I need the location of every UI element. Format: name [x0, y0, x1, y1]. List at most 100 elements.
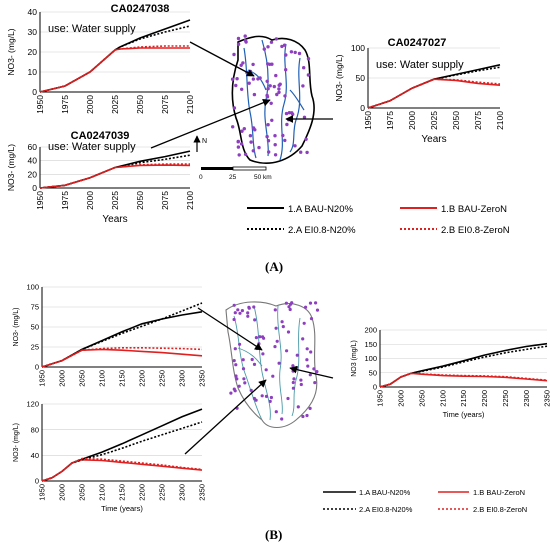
well-dot	[283, 138, 287, 143]
well-dot	[302, 66, 306, 70]
x-tick-label: 1950	[38, 484, 47, 501]
x-tick-label: 2100	[98, 370, 107, 387]
series-line-2-a-ei0-8-n20-	[379, 345, 548, 388]
series-line-2-b-ei0-8-zeron	[41, 347, 203, 368]
well-dot	[309, 317, 314, 321]
x-tick-label: 2250	[158, 370, 167, 387]
x-axis-label: Years	[421, 134, 446, 145]
well-dot	[289, 302, 293, 306]
well-dot	[273, 308, 277, 312]
well-dot	[275, 339, 279, 343]
well-dot	[277, 87, 281, 91]
well-dot	[266, 45, 270, 49]
series-line-1-b-bau-zeron	[39, 47, 190, 93]
well-dot	[232, 317, 236, 322]
y-axis-label: NO3- (mg/L)	[334, 54, 344, 101]
river-line	[279, 43, 287, 161]
series-line-1-b-bau-zeron	[41, 458, 203, 482]
well-dot	[232, 52, 236, 57]
well-dot	[237, 384, 241, 388]
x-tick-label: 2100	[185, 191, 195, 210]
y-tick-label: 10	[28, 67, 38, 77]
well-dot	[234, 374, 238, 378]
river-network	[233, 305, 301, 421]
river-line	[277, 305, 283, 415]
x-tick-label: 2150	[118, 370, 127, 387]
well-dot	[243, 152, 248, 156]
well-dot	[265, 134, 269, 139]
well-dot	[232, 359, 236, 363]
well-dot	[233, 347, 237, 351]
x-tick-label: 2050	[417, 390, 426, 407]
well-dot	[299, 150, 303, 154]
well-locations	[229, 301, 320, 421]
x-tick-label: 2100	[495, 111, 505, 130]
well-locations	[230, 34, 311, 157]
river-line	[243, 47, 257, 159]
well-dot	[251, 149, 255, 153]
well-dot	[239, 63, 243, 67]
well-dot	[269, 40, 274, 44]
x-tick-label: 1975	[60, 191, 70, 210]
x-tick-label: 2050	[135, 95, 145, 114]
well-dot	[240, 129, 244, 133]
arrow-b-top	[197, 307, 263, 351]
arrow-to-CA0247039	[150, 99, 271, 149]
well-dot	[247, 81, 251, 85]
well-dot	[252, 92, 257, 97]
well-dot	[257, 342, 261, 346]
well-dot	[240, 309, 244, 313]
north-label: N	[202, 138, 207, 145]
well-dot	[273, 134, 277, 138]
well-dot	[252, 362, 257, 366]
well-dot	[254, 398, 258, 402]
well-dot	[308, 373, 312, 377]
well-dot	[236, 140, 240, 144]
well-dot	[314, 301, 318, 305]
river-line	[291, 317, 301, 417]
well-dot	[231, 125, 235, 129]
x-tick-label: 2250	[501, 390, 510, 407]
legend-b: 1.A BAU-N20% 1.B BAU-ZeroN 2.A EI0.8-N20…	[323, 488, 527, 514]
well-dot	[235, 377, 239, 381]
well-dot	[308, 406, 312, 410]
x-tick-label: 2300	[522, 390, 531, 407]
y-tick-label: 200	[364, 326, 377, 335]
x-tick-label: 2000	[58, 484, 67, 501]
x-tick-label: 2000	[58, 370, 67, 387]
study-area-map-b	[225, 301, 320, 429]
y-tick-label: 40	[28, 156, 38, 166]
well-dot	[272, 84, 276, 89]
well-dot	[256, 77, 260, 81]
study-area-map-a: N 0 25 50 km	[193, 34, 315, 181]
legend-label-ei-n20: 2.A EI0.8-N20%	[288, 225, 356, 236]
well-dot	[301, 414, 305, 419]
series-line-2-b-ei0-8-zeron	[41, 457, 203, 482]
well-dot	[315, 370, 319, 374]
x-tick-label: 2075	[160, 95, 170, 114]
well-dot	[299, 378, 303, 382]
x-axis-label: Years	[102, 214, 127, 225]
x-tick-label: 2350	[543, 390, 550, 407]
y-tick-label: 50	[31, 323, 39, 332]
x-tick-label: 2050	[135, 191, 145, 210]
well-dot	[312, 367, 316, 371]
well-dot	[302, 115, 307, 120]
series-line-2-b-ei0-8-zeron	[379, 372, 548, 388]
basin-outline	[225, 301, 318, 429]
y-axis-label: NO3- (mg/L)	[6, 144, 16, 191]
scale-tick-label: 0	[199, 174, 203, 181]
x-tick-label: 1950	[35, 191, 45, 210]
well-dot	[233, 311, 237, 315]
chart-b-right: 0 50 100 150 200 1950 2000 2050 2100 2150 2200 2250…	[351, 326, 550, 419]
scale-bar-segment	[232, 166, 267, 171]
well-dot	[243, 38, 248, 43]
well-dot	[275, 92, 279, 97]
well-dot	[284, 68, 288, 72]
chart-a-CA0247027: 0 50 100 1950 1975 2000 2025 2050 2075 2100 NO3- (…	[334, 37, 505, 145]
well-dot	[283, 94, 287, 98]
well-dot	[277, 361, 281, 365]
well-dot	[305, 347, 309, 351]
